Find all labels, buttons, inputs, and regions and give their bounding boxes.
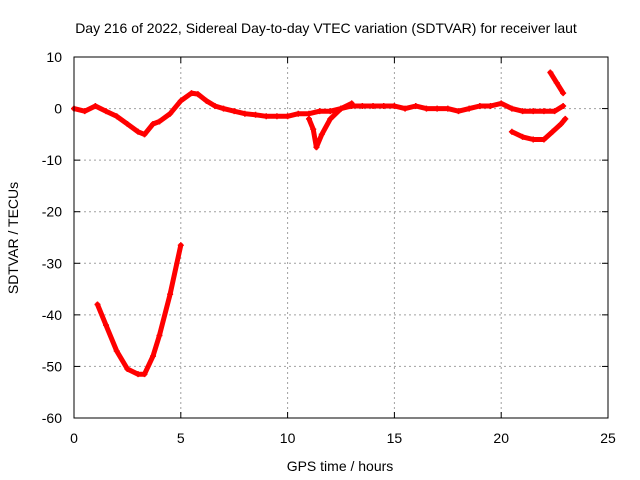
data-point-main-trace bbox=[167, 110, 174, 117]
y-tick-label: -50 bbox=[42, 358, 62, 374]
data-point-main-trace bbox=[530, 108, 537, 115]
data-point-main-trace bbox=[263, 113, 270, 120]
data-point-main-trace bbox=[423, 105, 430, 112]
data-point-late-upper-spike bbox=[547, 69, 554, 76]
x-tick-label: 20 bbox=[493, 430, 509, 446]
data-point-main-trace bbox=[466, 105, 473, 112]
plot-frame bbox=[73, 56, 609, 419]
data-point-main-trace bbox=[444, 105, 451, 112]
data-point-late-lower-arc bbox=[558, 121, 565, 128]
x-axis-label: GPS time / hours bbox=[287, 458, 394, 474]
data-point-main-trace bbox=[498, 100, 505, 107]
data-point-main-trace bbox=[150, 121, 157, 128]
data-point-main-trace bbox=[508, 105, 515, 112]
data-point-main-trace bbox=[540, 108, 547, 115]
data-point-main-trace bbox=[359, 102, 366, 109]
data-point-dip-near-11h bbox=[348, 100, 355, 107]
data-point-main-trace bbox=[284, 113, 291, 120]
ticks: 0 5 10 15 20 25 -60 -50 -40 -30 -20 -10 0 10 bbox=[42, 49, 616, 446]
x-tick-label: 0 bbox=[70, 430, 78, 446]
data-point-main-trace bbox=[412, 102, 419, 109]
data-point-low-u-curve bbox=[135, 371, 142, 378]
data-point-main-trace bbox=[316, 108, 323, 115]
data-point-main-trace bbox=[92, 102, 99, 109]
data-point-main-trace bbox=[560, 102, 567, 109]
data-point-main-trace bbox=[103, 108, 110, 115]
x-tick-label: 25 bbox=[600, 430, 616, 446]
data-point-main-trace bbox=[305, 110, 312, 117]
data-point-main-trace bbox=[188, 90, 195, 97]
data-point-main-trace bbox=[327, 108, 334, 115]
data-point-dip-near-11h bbox=[338, 105, 344, 112]
data-point-low-u-curve bbox=[150, 353, 157, 360]
data-point-late-lower-arc bbox=[519, 133, 526, 140]
data-point-main-trace bbox=[156, 118, 163, 125]
data-point-main-trace bbox=[273, 113, 280, 120]
data-point-main-trace bbox=[241, 110, 248, 117]
y-axis-label: SDTVAR / TECUs bbox=[5, 182, 21, 294]
data-point-main-trace bbox=[177, 97, 184, 104]
y-tick-label: 10 bbox=[46, 49, 62, 65]
y-tick-label: 0 bbox=[54, 101, 62, 117]
data-point-main-trace bbox=[81, 108, 88, 115]
data-point-main-trace bbox=[220, 105, 227, 112]
data-point-main-trace bbox=[141, 131, 148, 138]
data-point-main-trace bbox=[391, 102, 398, 109]
data-point-low-u-curve bbox=[177, 242, 184, 249]
data-point-dip-near-11h bbox=[318, 131, 325, 138]
data-point-dip-near-11h bbox=[327, 115, 334, 122]
y-tick-label: -40 bbox=[42, 307, 62, 323]
data-point-low-u-curve bbox=[103, 322, 110, 329]
y-tick-label: -30 bbox=[42, 255, 62, 271]
data-point-main-trace bbox=[135, 128, 142, 135]
data-point-late-lower-arc bbox=[530, 136, 537, 143]
data-point-dip-near-11h bbox=[310, 126, 317, 133]
data-point-main-trace bbox=[455, 108, 462, 115]
x-tick-label: 5 bbox=[177, 430, 185, 446]
x-tick-label: 10 bbox=[280, 430, 296, 446]
data-point-main-trace bbox=[203, 97, 210, 104]
data-point-low-u-curve bbox=[167, 291, 174, 298]
data-point-main-trace bbox=[551, 108, 558, 115]
series-low-u-curve bbox=[95, 242, 184, 377]
data-point-main-trace bbox=[113, 113, 120, 120]
data-point-main-trace bbox=[211, 102, 218, 109]
data-point-main-trace bbox=[476, 102, 483, 109]
data-point-low-u-curve bbox=[94, 301, 101, 308]
data-point-main-trace bbox=[295, 110, 302, 117]
data-point-late-lower-arc bbox=[540, 136, 547, 143]
data-point-main-trace bbox=[370, 102, 377, 109]
chart-title: Day 216 of 2022, Sidereal Day-to-day VTE… bbox=[75, 20, 577, 36]
data-point-low-u-curve bbox=[156, 332, 163, 339]
y-tick-label: -60 bbox=[42, 410, 62, 426]
data-point-late-upper-spike bbox=[553, 79, 560, 86]
data-point-low-u-curve bbox=[113, 347, 120, 354]
y-tick-label: -10 bbox=[42, 152, 62, 168]
data-point-main-trace bbox=[252, 111, 259, 118]
data-point-late-upper-spike bbox=[560, 90, 567, 97]
data-point-main-trace bbox=[519, 108, 526, 115]
series-group bbox=[71, 69, 569, 378]
data-point-late-lower-arc bbox=[508, 128, 515, 135]
data-point-low-u-curve bbox=[141, 371, 148, 378]
x-tick-label: 15 bbox=[387, 430, 403, 446]
data-point-main-trace bbox=[434, 105, 441, 112]
y-tick-label: -20 bbox=[42, 204, 62, 220]
data-point-dip-near-11h bbox=[305, 115, 312, 122]
data-point-main-trace bbox=[487, 102, 494, 109]
data-point-main-trace bbox=[194, 91, 201, 98]
data-point-dip-near-11h bbox=[313, 144, 320, 151]
data-point-main-trace bbox=[380, 102, 387, 109]
data-point-main-trace bbox=[402, 105, 409, 112]
data-point-late-lower-arc bbox=[549, 128, 556, 135]
data-point-main-trace bbox=[124, 121, 131, 128]
data-point-late-lower-arc bbox=[562, 115, 569, 122]
data-point-low-u-curve bbox=[124, 366, 131, 373]
data-point-main-trace bbox=[231, 108, 238, 115]
